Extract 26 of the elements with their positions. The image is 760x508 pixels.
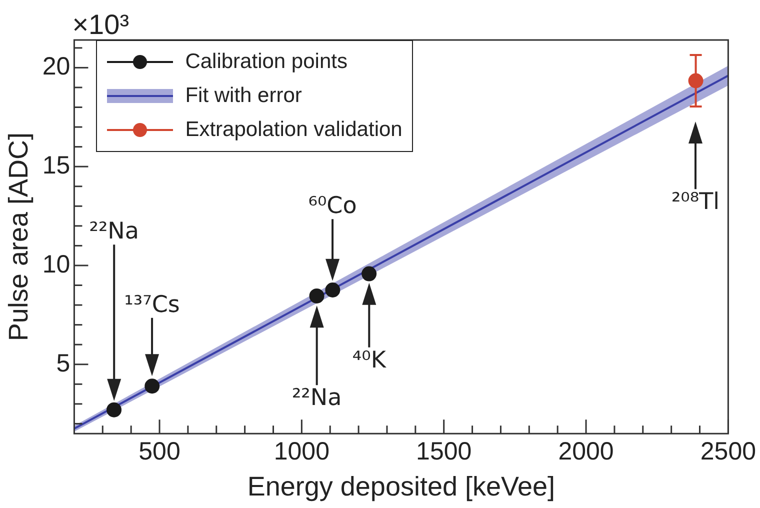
y-tick-label: 20 (42, 52, 70, 81)
x-tick-label: 2000 (558, 437, 614, 466)
annotation: ⁴⁰K (352, 347, 387, 374)
annotation: ²²Na (89, 218, 139, 245)
point (309, 288, 324, 304)
legend-label: Extrapolation validation (185, 118, 402, 142)
y-tick-label: 5 (56, 349, 70, 378)
x-tick-label: 1000 (274, 437, 330, 466)
annotation: ⁶⁰Co (308, 193, 357, 220)
y-tick-label: 10 (42, 250, 70, 278)
annotation: ×10³ (72, 9, 130, 40)
legend-label: Calibration points (185, 50, 348, 74)
y-axis-title: Pulse area [ADC] (4, 132, 34, 342)
point (144, 378, 160, 394)
annotation: ²⁰⁸Tl (671, 189, 720, 216)
x-axis-title: Energy deposited [keVee] (247, 471, 556, 502)
annotation: ²²Na (292, 385, 342, 412)
annotation: ¹³⁷Cs (124, 292, 180, 318)
point (325, 282, 340, 298)
x-tick-label: 1500 (416, 437, 472, 466)
legend-label: Fit with error (185, 84, 302, 108)
x-tick-label: 500 (138, 437, 180, 466)
point (362, 266, 377, 282)
point (106, 402, 122, 418)
x-tick-label: 2500 (700, 437, 756, 466)
y-tick-label: 15 (42, 151, 70, 180)
